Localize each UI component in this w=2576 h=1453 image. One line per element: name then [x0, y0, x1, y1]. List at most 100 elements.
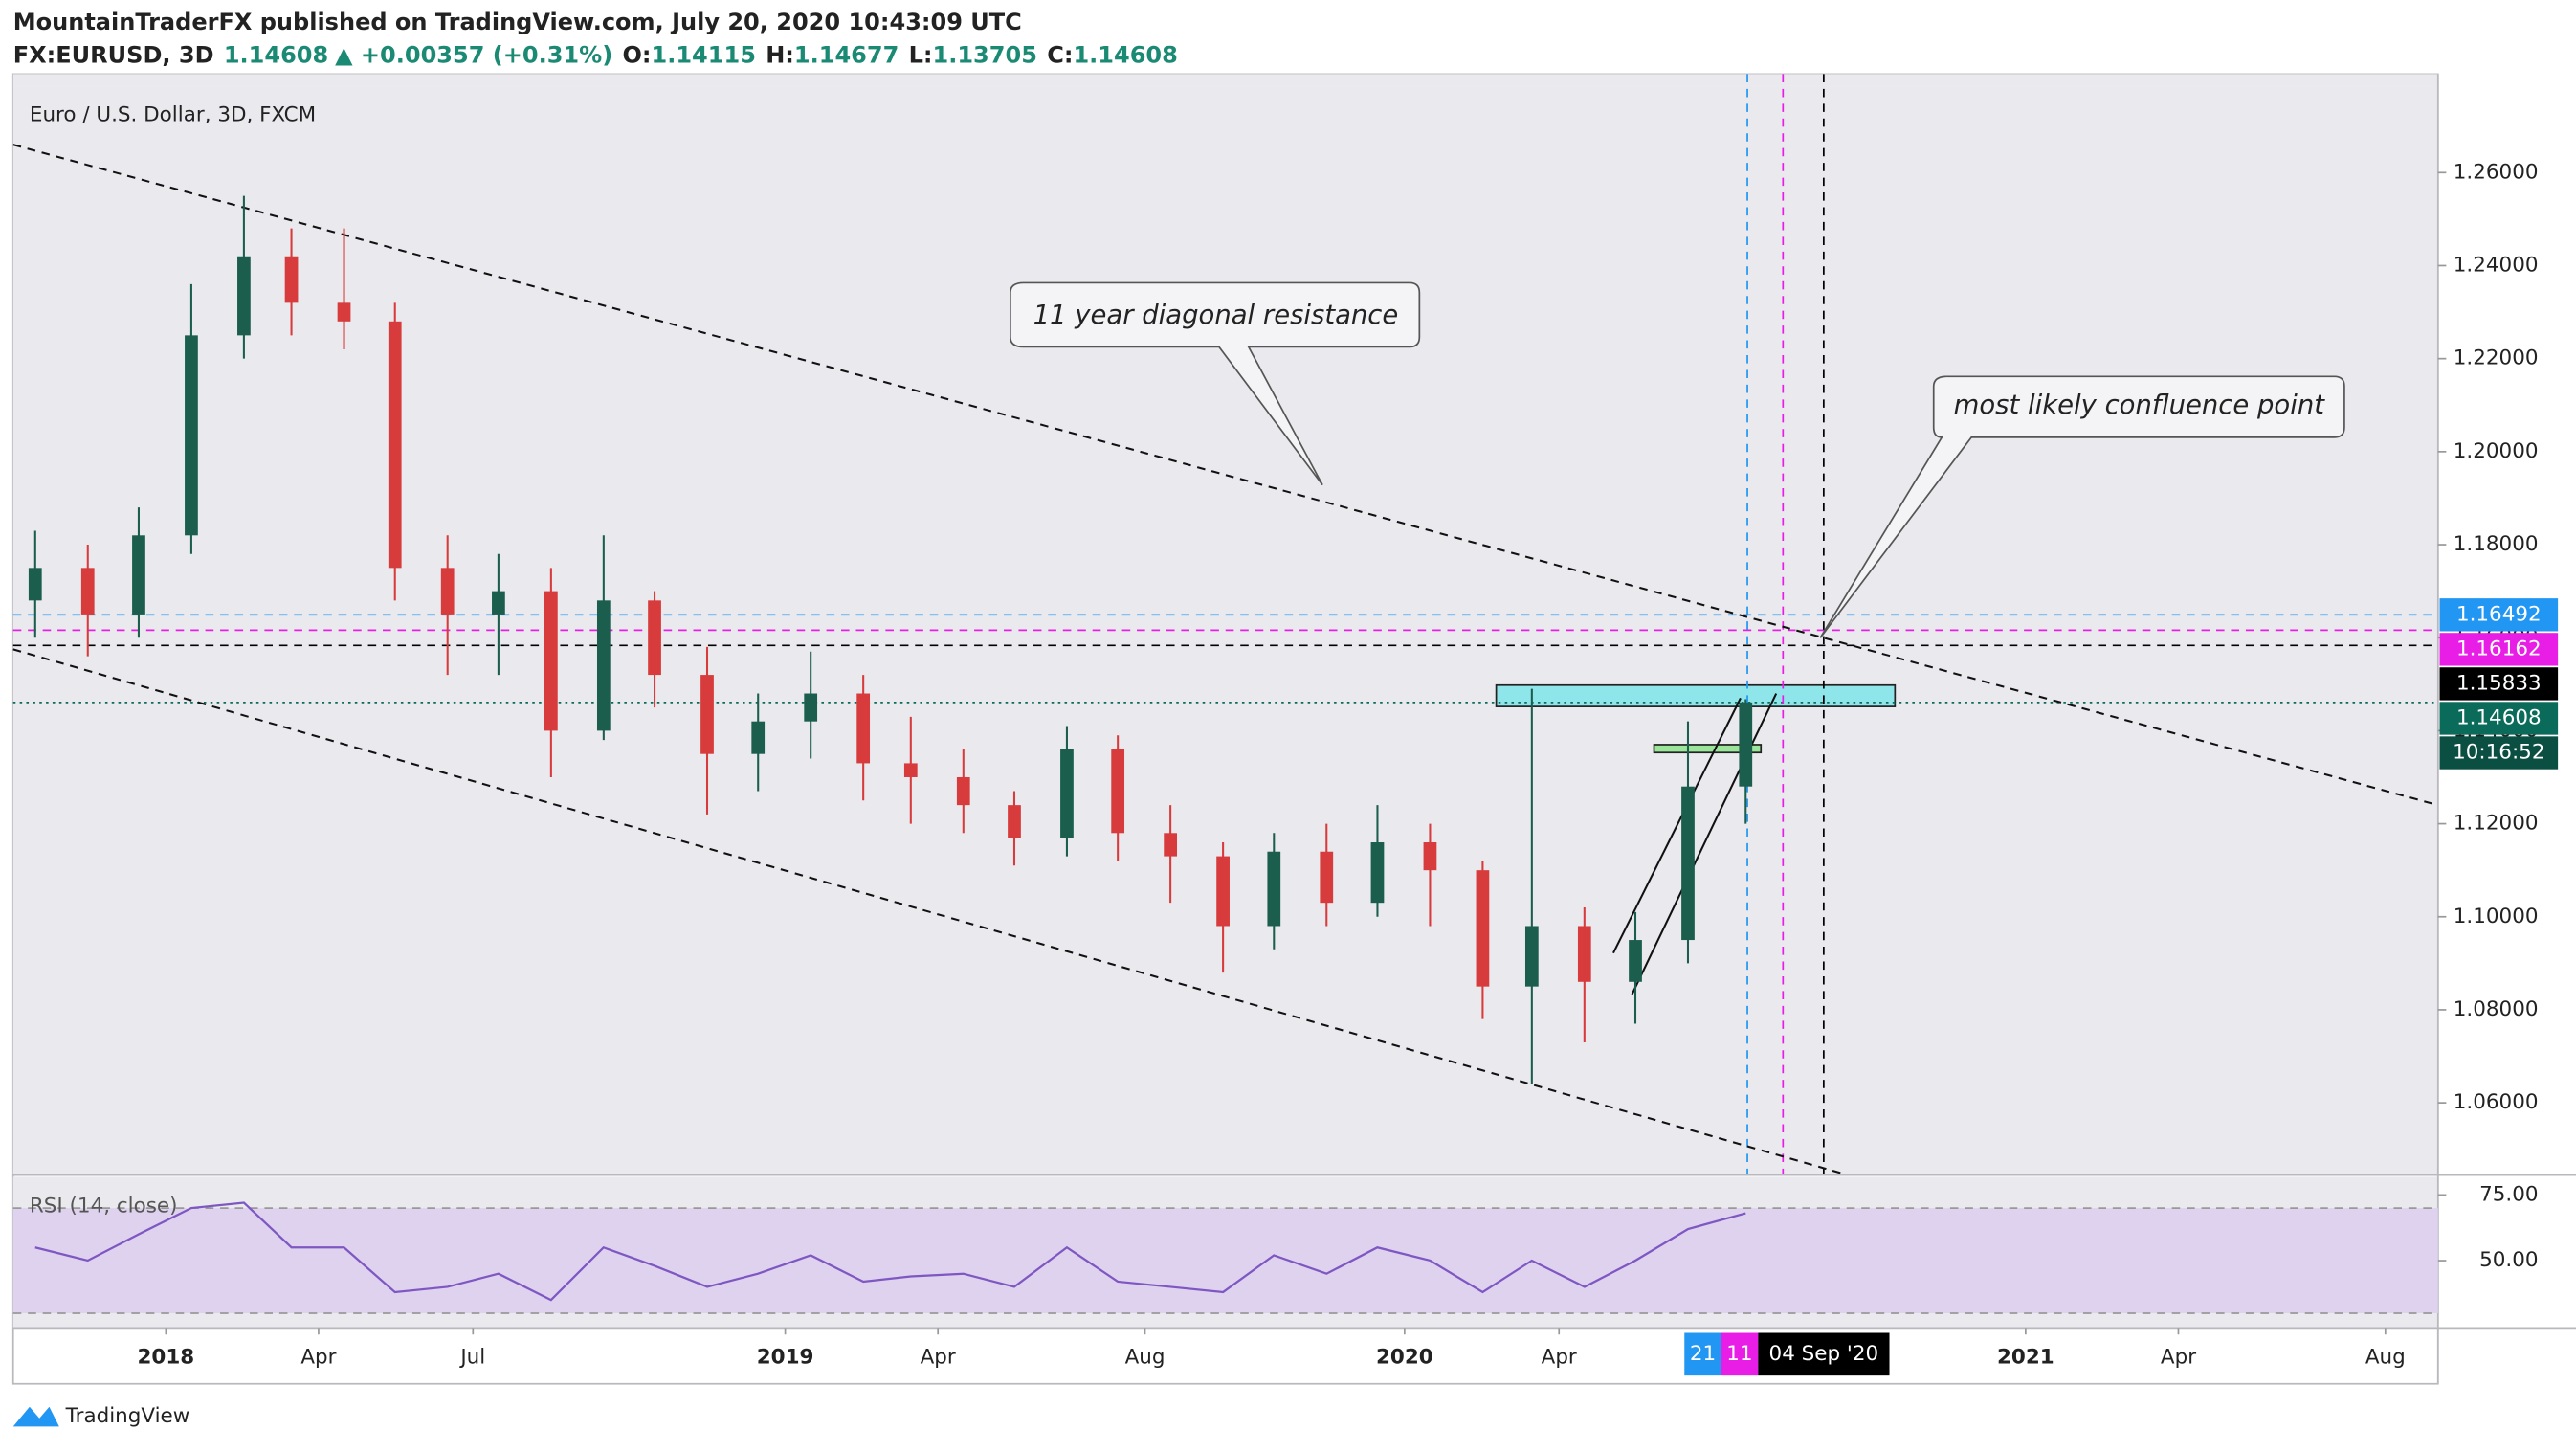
annotation: most likely confluence point [1954, 391, 2326, 420]
candle-body [544, 591, 558, 731]
candle-body [1739, 702, 1753, 787]
price-label: 1.14608 [2456, 705, 2542, 729]
candle-body [1629, 940, 1642, 982]
y-tick-label: 1.10000 [2454, 905, 2539, 928]
candle-body [956, 776, 970, 806]
zone [1653, 744, 1763, 754]
candle-body [1008, 805, 1021, 838]
y-tick-label: 1.22000 [2454, 346, 2539, 370]
symbol-line: FX:EURUSD, 3D 1.14608 ▲ +0.00357 (+0.31%) O… [13, 42, 1178, 69]
time-label-bg [1684, 1332, 1721, 1376]
rsi-title: RSI (14, close) [30, 1194, 178, 1218]
x-tick-label: Aug [2365, 1345, 2406, 1369]
candle-body [80, 568, 95, 615]
ohlc-value: 1.14677 [794, 42, 899, 69]
y-tick-label: 1.18000 [2454, 532, 2539, 556]
x-tick-label: 2018 [137, 1345, 194, 1369]
logo: TradingView [12, 1404, 190, 1428]
candle-body [1060, 749, 1074, 838]
y-tick-label: 1.06000 [2454, 1090, 2539, 1114]
candle-body [237, 256, 251, 336]
price: 1.14608 [224, 42, 328, 69]
ohlc-label: C: [1047, 42, 1073, 69]
price-label-bg [2439, 633, 2559, 666]
candle-body [856, 693, 871, 764]
x-tick-label: Apr [921, 1345, 956, 1369]
logo-icon [12, 1406, 59, 1427]
y-tick-label: 1.12000 [2454, 812, 2539, 836]
y-tick-label: 1.20000 [2454, 439, 2539, 463]
candle-body [284, 256, 299, 303]
ohlc-label: H: [766, 42, 794, 69]
ohlc-value: 1.13705 [933, 42, 1037, 69]
x-tick-label: 2019 [757, 1345, 814, 1369]
candle-body [388, 321, 402, 569]
ohlc-label: L: [909, 42, 933, 69]
x-tick-label: 2020 [1376, 1345, 1433, 1369]
x-tick-label: Apr [1542, 1345, 1577, 1369]
candle-body [751, 721, 766, 754]
candle-body [1370, 842, 1385, 904]
price-label: 1.15833 [2456, 671, 2542, 695]
trendline [12, 648, 1843, 1174]
x-tick-label: Jul [458, 1345, 485, 1369]
candle-body [1577, 926, 1591, 982]
price-label-bg [2439, 702, 2559, 735]
rsi-tick-label: 50.00 [2479, 1248, 2538, 1272]
x-tick-label: Apr [300, 1345, 336, 1369]
chart-title: Euro / U.S. Dollar, 3D, FXCM [30, 102, 316, 126]
rsi-line [34, 1201, 1746, 1302]
candle-body [132, 535, 145, 615]
candle-body [440, 568, 455, 615]
callout-box [1009, 281, 1421, 486]
y-tick-label: 1.26000 [2454, 160, 2539, 184]
candle-body [28, 568, 42, 601]
ohlc-label: O: [622, 42, 651, 69]
candle-body [1476, 870, 1490, 987]
candle-body [1164, 833, 1177, 857]
candle-body [1524, 926, 1539, 987]
price-label-bg [2439, 667, 2559, 701]
candle-body [903, 763, 918, 777]
candle-body [1111, 749, 1125, 834]
annotation: 11 year diagonal resistance [1033, 301, 1399, 330]
x-tick-label: 2021 [1997, 1345, 2054, 1369]
price-label: 1.16492 [2456, 602, 2542, 626]
candle-body [596, 600, 611, 731]
main-pane-top [12, 74, 2438, 86]
callout: 11 year diagonal resistance [1009, 281, 1421, 486]
candle-body [700, 675, 714, 754]
ohlc-value: 1.14115 [652, 42, 756, 69]
candle-body [648, 600, 661, 676]
time-label: 11 [1726, 1342, 1752, 1366]
x-tick-label: Apr [2161, 1345, 2196, 1369]
candle-body [1216, 856, 1230, 927]
x-tick-label: Aug [1125, 1345, 1166, 1369]
candle-body [1320, 851, 1334, 904]
countdown-bg [2439, 736, 2559, 770]
candle-body [1267, 851, 1281, 927]
price-label: 1.16162 [2456, 637, 2542, 660]
callout-box [1819, 375, 2345, 638]
y-tick-label: 1.24000 [2454, 253, 2539, 277]
change: ▲ +0.00357 (+0.31%) [335, 42, 612, 69]
plot: 1.060001.080001.100001.120001.140001.160… [12, 74, 2559, 1376]
logo-text: TradingView [65, 1404, 190, 1428]
y-tick-label: 1.08000 [2454, 997, 2539, 1021]
ohlc-value: 1.14608 [1073, 42, 1177, 69]
candle-body [804, 693, 818, 722]
time-label-bg [1758, 1332, 1890, 1376]
price-label-bg [2439, 598, 2559, 632]
zone [1495, 683, 1897, 707]
candle-body [492, 591, 505, 615]
channel-line [1612, 697, 1742, 954]
countdown: 10:16:52 [2453, 741, 2544, 765]
symbol: FX:EURUSD, 3D [13, 42, 214, 69]
candle-body [1681, 786, 1695, 941]
time-label: 04 Sep '20 [1769, 1342, 1879, 1366]
trendline [12, 144, 2439, 807]
time-label-bg [1721, 1332, 1759, 1376]
time-label: 21 [1690, 1342, 1716, 1366]
callout: most likely confluence point [1819, 375, 2345, 638]
